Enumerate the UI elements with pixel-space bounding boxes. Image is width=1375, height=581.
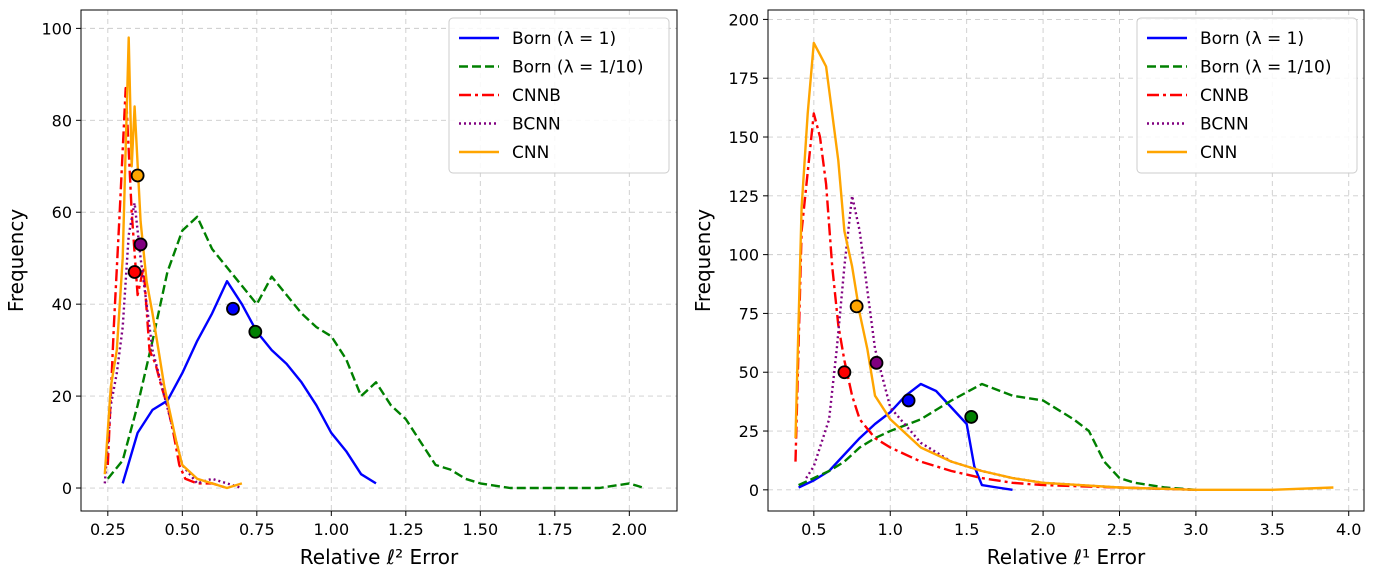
- plot-frame: [767, 9, 1365, 512]
- legend-label-bcnn: BCNN: [1200, 115, 1249, 135]
- y-tick-label: 50: [739, 363, 759, 382]
- y-tick-label: 175: [728, 69, 759, 88]
- legend: Born (λ = 1) Born (λ = 1/10) CNNB BCNN CNN: [448, 17, 670, 174]
- legend-box: [448, 17, 670, 174]
- marker-born1: [226, 301, 240, 316]
- y-axis-label: Frequency: [4, 209, 28, 312]
- y-tick-label: 25: [739, 422, 759, 441]
- x-axis-label: Relative ℓ¹ Error: [987, 545, 1146, 569]
- x-tick-label: 0.5: [801, 520, 826, 539]
- x-tick-label: 0.25: [90, 520, 126, 539]
- marker-born1: [901, 393, 916, 408]
- marker-cnn: [849, 299, 864, 314]
- marker-cnn: [130, 168, 145, 183]
- legend-label-born10: Born (λ = 1/10): [1200, 58, 1331, 78]
- x-tick-label: 3.0: [1183, 520, 1208, 539]
- x-tick-label: 3.5: [1260, 520, 1285, 539]
- series-line-cnn: [103, 36, 243, 490]
- y-tick-label: 0: [749, 481, 759, 500]
- series-line-born10: [106, 215, 645, 490]
- y-tick-label: 75: [739, 304, 759, 323]
- y-tick-label: 100: [728, 246, 759, 265]
- series-line-bcnn: [805, 194, 1196, 491]
- marker-born10: [248, 324, 263, 339]
- y-tick-label: 80: [52, 111, 72, 130]
- x-tick-label: 1.0: [878, 520, 903, 539]
- legend-label-cnnb: CNNB: [1200, 86, 1249, 106]
- marker-bcnn: [133, 237, 148, 252]
- y-tick-label: 20: [52, 387, 72, 406]
- y-axis-label: Frequency: [691, 209, 715, 312]
- x-tick-label: 0.75: [239, 520, 275, 539]
- marker-born10: [964, 410, 979, 424]
- plot-frame: [80, 9, 678, 512]
- x-tick-label: 2.0: [1030, 520, 1055, 539]
- legend-label-cnnb: CNNB: [512, 86, 561, 106]
- x-tick-label: 1.50: [463, 520, 499, 539]
- legend-box: [1136, 17, 1358, 174]
- x-tick-label: 2.00: [612, 520, 648, 539]
- legend-label-bcnn: BCNN: [512, 115, 561, 135]
- y-tick-label: 40: [52, 295, 72, 314]
- series-lines: [794, 41, 1334, 491]
- y-tick-label: 125: [728, 187, 759, 206]
- series-line-bcnn: [103, 201, 243, 490]
- series-line-cnnb: [106, 86, 228, 490]
- x-tick-label: 1.25: [388, 520, 424, 539]
- series-line-born1: [121, 280, 377, 485]
- left-chart-panel: 0.25 0.50 0.75 1.00 1.25 1.50 1.75 2.00 0 20 40 60 8…: [4, 9, 678, 569]
- legend: Born (λ = 1) Born (λ = 1/10) CNNB BCNN CNN: [1136, 17, 1358, 174]
- legend-label-cnn: CNN: [1200, 143, 1237, 163]
- y-tick-label: 60: [52, 203, 72, 222]
- y-tick-label: 0: [62, 479, 72, 498]
- legend-label-born1: Born (λ = 1): [1200, 29, 1304, 49]
- x-tick-label: 0.50: [165, 520, 201, 539]
- series-line-cnn: [794, 41, 1334, 491]
- x-tick-label: 1.75: [537, 520, 573, 539]
- marker-cnnb: [127, 265, 142, 279]
- legend-label-born1: Born (λ = 1): [512, 29, 616, 49]
- marker-bcnn: [869, 355, 884, 370]
- y-tick-label: 100: [41, 19, 72, 38]
- x-tick-label: 2.5: [1107, 520, 1132, 539]
- x-tick-label: 1.00: [314, 520, 350, 539]
- series-line-born1: [798, 382, 1013, 491]
- y-tick-label: 150: [728, 128, 759, 147]
- series-line-born10: [798, 382, 1196, 491]
- x-tick-label: 4.0: [1336, 520, 1361, 539]
- x-tick-label: 1.5: [954, 520, 979, 539]
- series-lines: [103, 36, 645, 490]
- series-line-cnnb: [794, 112, 1196, 491]
- right-chart-panel: 0.5 1.0 1.5 2.0 2.5 3.0 3.5 4.0 0 25 50 75 100 125 150…: [691, 9, 1365, 569]
- y-tick-label: 200: [728, 10, 759, 29]
- x-axis-label: Relative ℓ² Error: [300, 545, 459, 569]
- legend-label-cnn: CNN: [512, 143, 549, 163]
- legend-label-born10: Born (λ = 1/10): [512, 58, 643, 78]
- marker-cnnb: [837, 365, 852, 380]
